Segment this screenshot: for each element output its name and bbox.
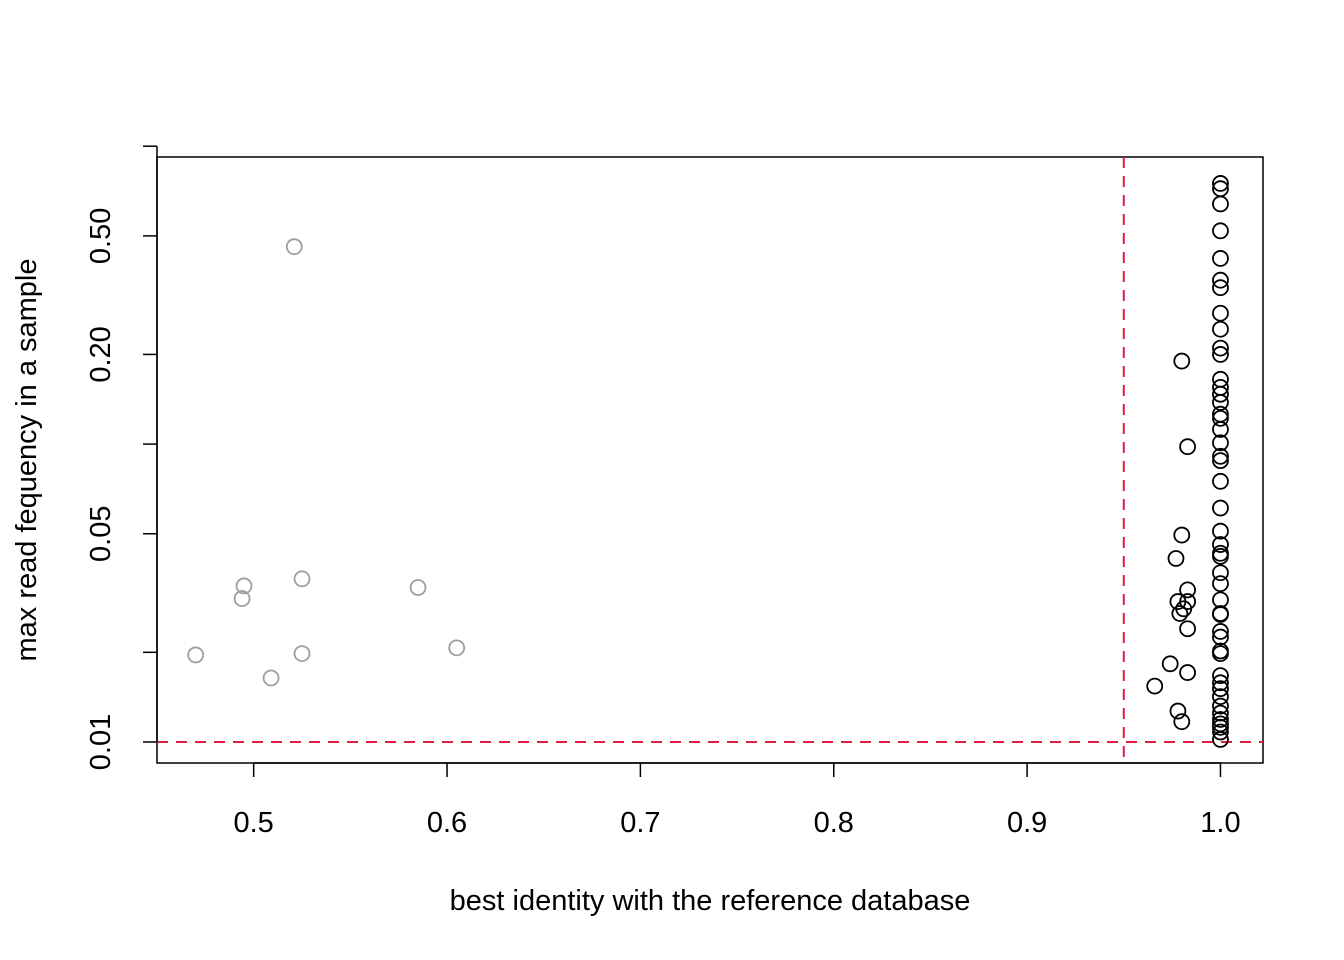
data-point	[1212, 250, 1229, 267]
data-point	[1212, 339, 1229, 357]
data-point	[1212, 320, 1229, 338]
data-point	[1179, 581, 1196, 599]
data-point	[1212, 680, 1229, 698]
x-axis: 0.5 0.6 0.7 0.8 0.9 1.0	[234, 762, 1241, 839]
data-point	[235, 577, 253, 595]
x-tick-label: 0.5	[234, 807, 274, 839]
data-point	[1171, 605, 1189, 622]
data-point	[1212, 547, 1229, 565]
data-point	[1173, 713, 1191, 731]
data-point	[1173, 526, 1191, 544]
data-point	[1179, 620, 1196, 638]
data-point	[1169, 702, 1187, 720]
x-tick-label: 0.9	[1007, 807, 1047, 839]
data-point	[1212, 536, 1229, 553]
data-point	[1212, 346, 1229, 363]
data-point	[1167, 550, 1185, 567]
x-tick-label: 1.0	[1200, 807, 1240, 839]
data-point	[1212, 434, 1229, 452]
data-point	[1212, 421, 1229, 438]
data-point	[1212, 723, 1229, 741]
data-point	[1212, 447, 1229, 465]
data-point	[293, 645, 311, 663]
data-point	[1212, 731, 1229, 748]
data-point	[187, 646, 205, 664]
y-tick-label: 0.20	[85, 326, 117, 382]
y-axis: 0.01 0.05 0.20 0.50	[85, 145, 158, 770]
data-point	[409, 579, 427, 596]
data-point	[1212, 394, 1229, 411]
data-point	[1212, 575, 1229, 593]
x-tick-label: 0.6	[427, 807, 467, 839]
data-point	[1212, 667, 1229, 685]
y-tick-label: 0.50	[85, 208, 117, 264]
data-point	[1212, 522, 1229, 540]
data-point	[1212, 222, 1229, 240]
y-tick-label: 0.05	[85, 506, 117, 562]
data-point	[1212, 409, 1229, 427]
data-point	[1212, 606, 1229, 623]
data-point	[1212, 452, 1229, 470]
data-points	[187, 175, 1229, 748]
data-point	[1212, 499, 1229, 517]
data-point	[262, 669, 280, 687]
data-point	[293, 570, 311, 588]
reference-lines	[157, 157, 1263, 763]
data-point	[1146, 677, 1164, 695]
data-point	[1212, 195, 1229, 213]
data-point	[1212, 711, 1229, 728]
data-point	[1212, 628, 1229, 646]
data-point	[1179, 664, 1196, 681]
data-point	[1212, 688, 1229, 706]
data-point	[1212, 304, 1229, 322]
data-point	[1212, 645, 1229, 663]
data-point	[1212, 674, 1229, 692]
data-point	[448, 639, 466, 657]
data-point	[1212, 718, 1229, 736]
y-tick-label: 0.01	[85, 714, 117, 770]
data-point	[1212, 697, 1229, 715]
data-point	[1175, 600, 1193, 618]
data-point	[1212, 472, 1229, 490]
data-point	[1212, 175, 1229, 192]
data-point	[1173, 352, 1191, 370]
data-point	[1212, 279, 1229, 297]
data-point	[1161, 655, 1179, 673]
x-tick-label: 0.7	[620, 807, 660, 839]
x-axis-title: best identity with the reference databas…	[450, 885, 971, 917]
data-point	[1212, 271, 1229, 289]
data-point	[1212, 385, 1229, 403]
data-point	[1212, 623, 1229, 640]
x-tick-label: 0.8	[814, 807, 854, 839]
data-point	[1179, 438, 1196, 456]
data-point	[233, 590, 251, 607]
plot-frame	[156, 156, 1264, 764]
data-point	[1212, 564, 1229, 582]
data-point	[285, 238, 303, 256]
y-axis-title: max read fequency in a sample	[11, 259, 43, 662]
